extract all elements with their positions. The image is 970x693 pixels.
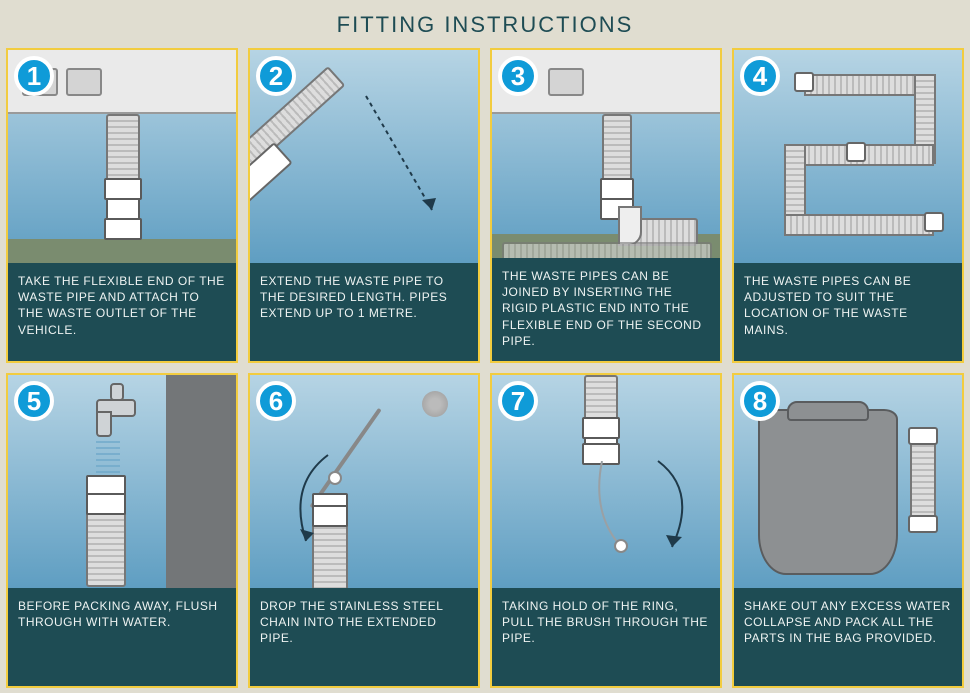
- step-card-8: 8 SHAKE OUT ANY EXCESS WATER COLLAPSE AN…: [732, 373, 964, 688]
- step-card-5: 5 BEFORE PACKING AWAY, FLUSH THROUGH WIT…: [6, 373, 238, 688]
- step-caption: BEFORE PACKING AWAY, FLUSH THROUGH WITH …: [8, 588, 236, 686]
- pipe-segment: [784, 214, 934, 236]
- step-illustration-7: 7: [492, 375, 720, 588]
- page-title: FITTING INSTRUCTIONS: [6, 8, 964, 48]
- pipe-elbow: [618, 206, 642, 246]
- step-number: 5: [27, 386, 41, 417]
- pipe-connector: [924, 212, 944, 232]
- rigid-pipe-end: [88, 475, 124, 515]
- step-number: 8: [753, 386, 767, 417]
- step-number: 2: [269, 61, 283, 92]
- step-card-4: 4 THE WASTE PIPES CAN BE ADJUSTED TO SUI…: [732, 48, 964, 363]
- step-number-badge: 1: [14, 56, 54, 96]
- step-number-badge: 3: [498, 56, 538, 96]
- step-card-2: 2 EXTEND THE WASTE PIPE TO THE DESIRED L…: [248, 48, 480, 363]
- instruction-sheet: FITTING INSTRUCTIONS 1 TAKE THE FLEXIBLE…: [0, 0, 970, 693]
- step-caption: EXTEND THE WASTE PIPE TO THE DESIRED LEN…: [250, 263, 478, 361]
- vehicle-panel: [548, 68, 584, 96]
- rigid-pipe-end: [584, 417, 618, 465]
- step-illustration-3: 3: [492, 50, 720, 258]
- step-number: 4: [753, 61, 767, 92]
- flexible-pipe: [584, 375, 618, 423]
- pull-ring: [614, 539, 628, 553]
- pipe-connector: [794, 72, 814, 92]
- pipe-connector: [846, 142, 866, 162]
- chain-ball: [328, 471, 342, 485]
- flexible-pipe: [86, 507, 126, 587]
- step-caption: DROP THE STAINLESS STEEL CHAIN INTO THE …: [250, 588, 478, 686]
- step-number-badge: 8: [740, 381, 780, 421]
- wall: [166, 375, 236, 588]
- flexible-pipe: [106, 114, 140, 184]
- step-illustration-5: 5: [8, 375, 236, 588]
- step-caption: TAKE THE FLEXIBLE END OF THE WASTE PIPE …: [8, 263, 236, 361]
- step-number-badge: 2: [256, 56, 296, 96]
- step-illustration-6: 6: [250, 375, 478, 588]
- step-number-badge: 4: [740, 56, 780, 96]
- step-number: 6: [269, 386, 283, 417]
- extend-arrow-icon: [360, 90, 448, 230]
- step-caption: THE WASTE PIPES CAN BE ADJUSTED TO SUIT …: [734, 263, 962, 361]
- step-number: 7: [511, 386, 525, 417]
- storage-bag: [758, 409, 898, 575]
- ground-pipe: [502, 242, 712, 258]
- steps-grid: 1 TAKE THE FLEXIBLE END OF THE WASTE PIP…: [6, 48, 964, 688]
- pull-arrow-icon: [638, 451, 708, 561]
- water-drops: [96, 437, 120, 477]
- step-number: 3: [511, 61, 525, 92]
- flexible-pipe: [602, 114, 632, 184]
- step-number-badge: 6: [256, 381, 296, 421]
- chain-curve: [592, 461, 632, 551]
- step-number: 1: [27, 61, 41, 92]
- step-card-7: 7 TAKING HOLD OF THE RING, PULL THE BRUS…: [490, 373, 722, 688]
- pipe-end-cap: [908, 515, 938, 533]
- step-card-1: 1 TAKE THE FLEXIBLE END OF THE WASTE PIP…: [6, 48, 238, 363]
- step-illustration-8: 8: [734, 375, 962, 588]
- pipe-end-cap: [908, 427, 938, 445]
- brush-head-icon: [422, 391, 448, 417]
- step-illustration-4: 4: [734, 50, 962, 263]
- vehicle-panel: [66, 68, 102, 96]
- drop-arrow-icon: [278, 445, 348, 555]
- step-caption: SHAKE OUT ANY EXCESS WATER COLLAPSE AND …: [734, 588, 962, 686]
- step-card-6: 6 DROP THE STAINLESS STEEL CHAIN INTO TH…: [248, 373, 480, 688]
- step-card-3: 3 THE WASTE PIPES CAN BE JOINED BY INSER…: [490, 48, 722, 363]
- rigid-pipe-end: [106, 178, 140, 240]
- step-caption: THE WASTE PIPES CAN BE JOINED BY INSERTI…: [492, 258, 720, 361]
- collapsed-pipe: [910, 439, 936, 519]
- step-illustration-1: 1: [8, 50, 236, 263]
- step-caption: TAKING HOLD OF THE RING, PULL THE BRUSH …: [492, 588, 720, 686]
- step-number-badge: 7: [498, 381, 538, 421]
- step-number-badge: 5: [14, 381, 54, 421]
- step-illustration-2: 2: [250, 50, 478, 263]
